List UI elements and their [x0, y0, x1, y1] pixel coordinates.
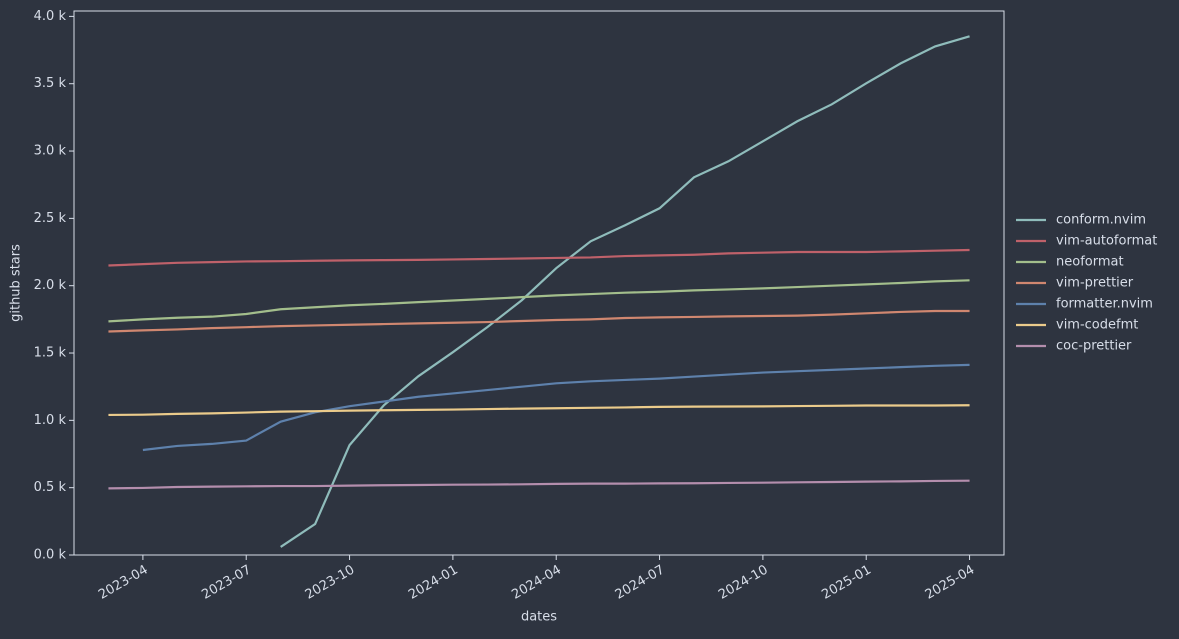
y-tick-label: 2.0 k	[34, 278, 67, 293]
y-tick-label: 3.5 k	[34, 76, 67, 91]
series-line	[108, 279, 970, 323]
y-tick-label: 0.5 k	[34, 480, 67, 495]
legend-label: vim-codefmt	[1056, 318, 1138, 333]
x-tick-label: 2023-07	[199, 563, 254, 603]
x-tick-label: 2025-04	[923, 563, 978, 603]
x-tick-label: 2023-04	[96, 563, 151, 603]
y-tick-label: 0.0 k	[34, 548, 67, 563]
legend-label: vim-prettier	[1056, 276, 1134, 291]
series-line	[142, 363, 970, 452]
legend-label: vim-autoformat	[1056, 234, 1157, 249]
legend-label: formatter.nvim	[1056, 297, 1153, 312]
legend-label: coc-prettier	[1056, 339, 1132, 354]
plot-frame	[73, 10, 1005, 556]
series-line	[108, 479, 970, 490]
y-tick-label: 4.0 k	[34, 9, 67, 24]
legend-label: neoformat	[1056, 255, 1124, 270]
x-tick-label: 2024-04	[509, 563, 564, 603]
x-axis-label: dates	[521, 610, 557, 625]
x-tick-label: 2023-10	[303, 563, 358, 603]
x-tick-label: 2025-01	[819, 563, 874, 603]
series-line	[108, 404, 970, 417]
x-tick-label: 2024-01	[406, 563, 461, 603]
x-tick-label: 2024-07	[613, 563, 668, 603]
series-line	[108, 248, 970, 267]
series-line	[108, 309, 970, 333]
y-tick-label: 1.5 k	[34, 346, 67, 361]
legend-label: conform.nvim	[1056, 213, 1146, 228]
y-tick-label: 3.0 k	[34, 144, 67, 159]
y-axis-label: github stars	[9, 244, 24, 322]
series-line	[280, 35, 970, 548]
x-tick-label: 2024-10	[716, 563, 771, 603]
y-tick-label: 2.5 k	[34, 211, 67, 226]
y-tick-label: 1.0 k	[34, 413, 67, 428]
